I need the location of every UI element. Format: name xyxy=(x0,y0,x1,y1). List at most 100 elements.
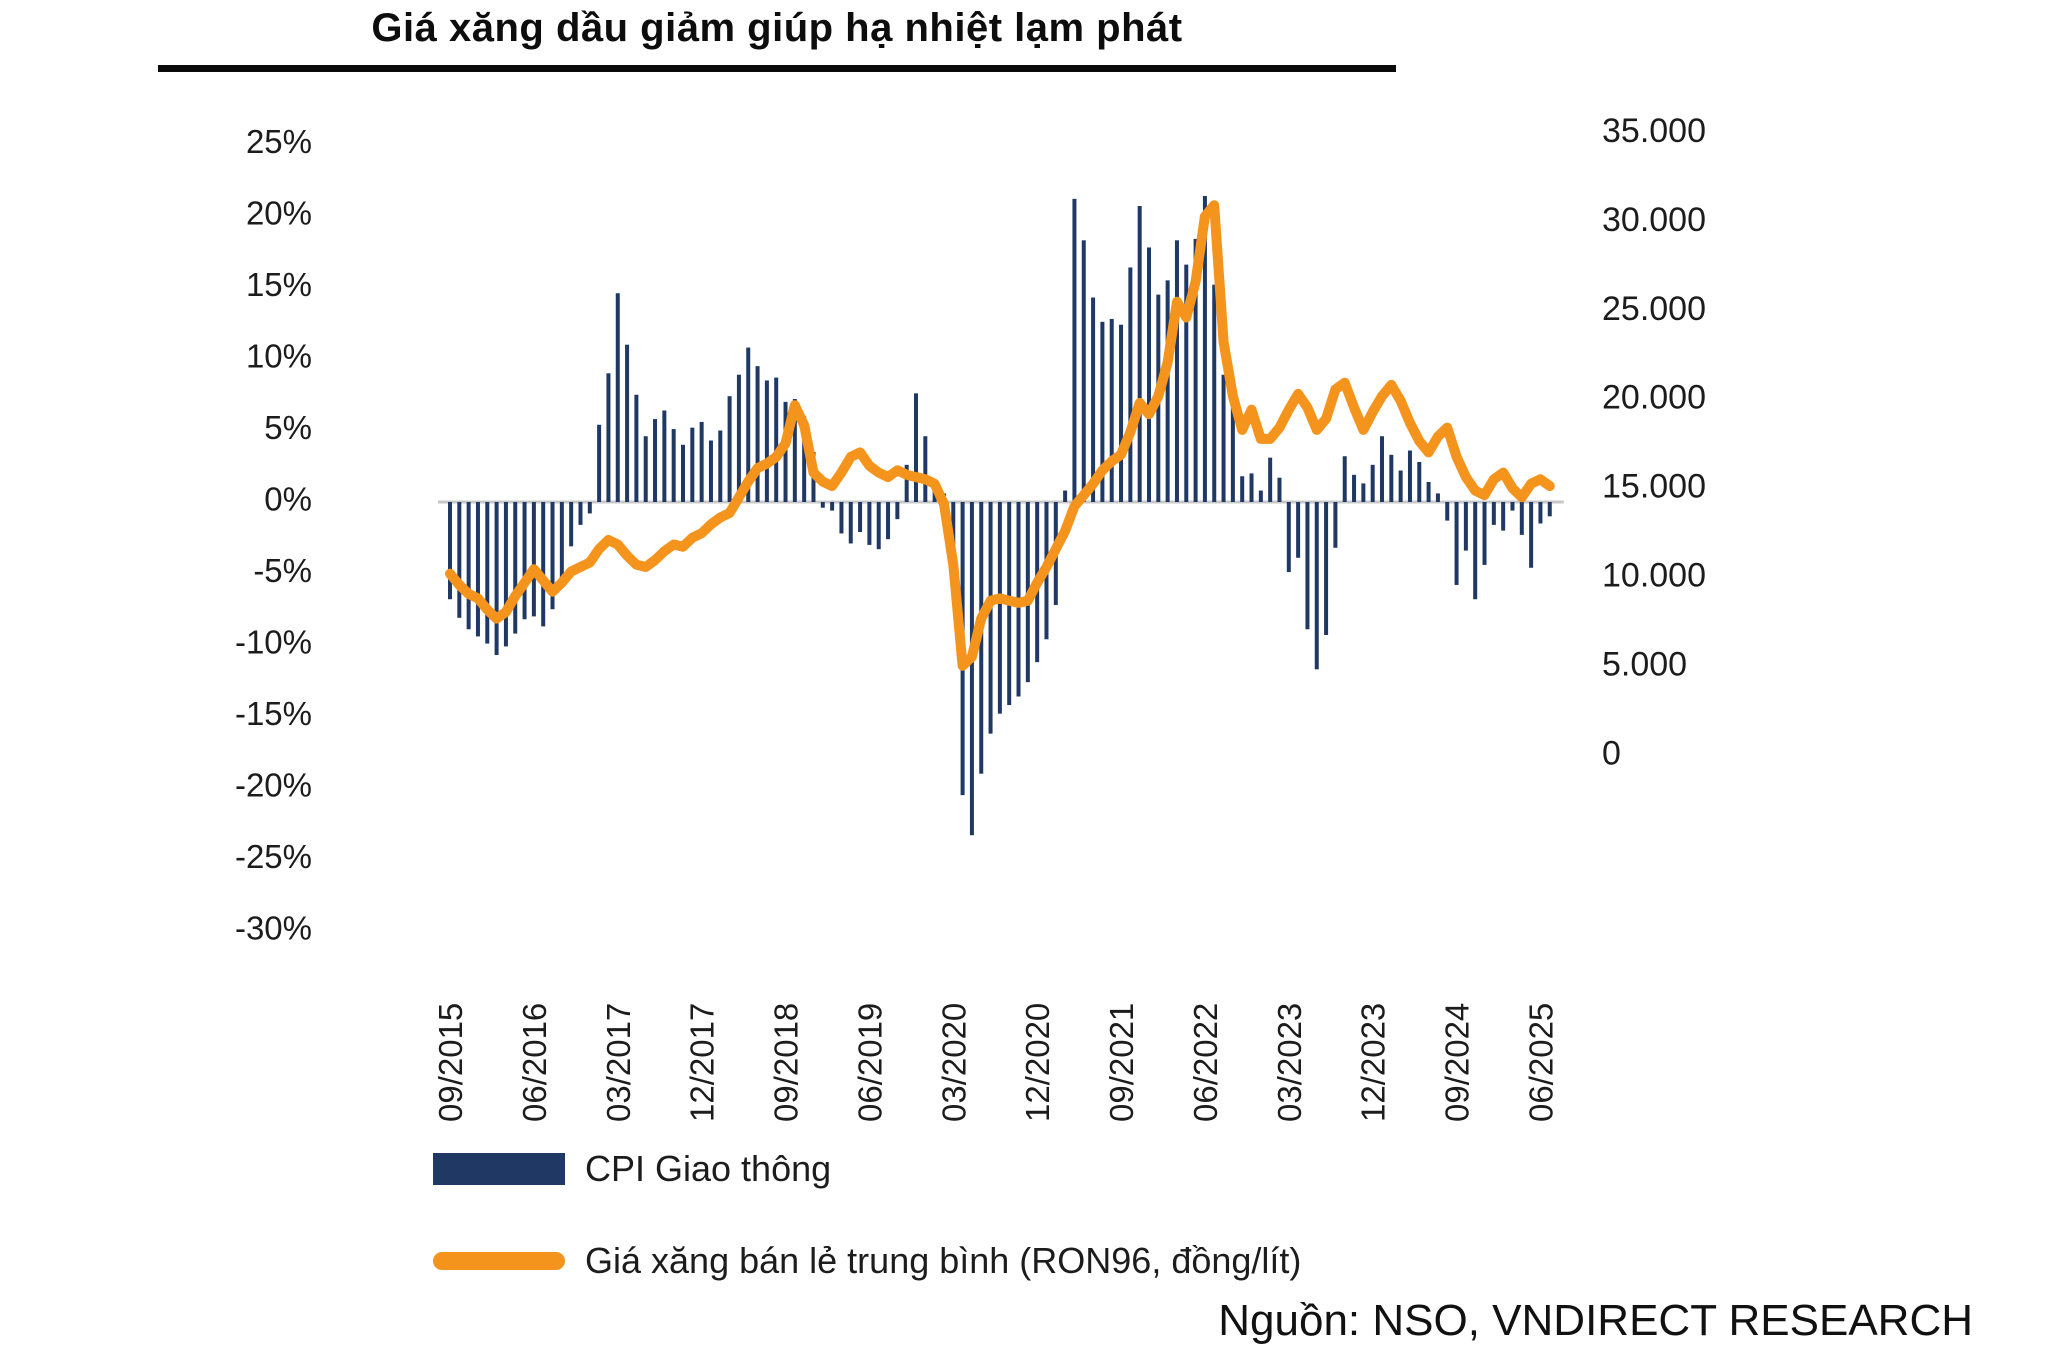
cpi-bar xyxy=(914,393,918,502)
cpi-bar xyxy=(681,444,685,502)
cpi-bar xyxy=(643,436,648,502)
cpi-bar xyxy=(531,502,536,617)
cpi-bar xyxy=(1380,436,1384,502)
cpi-bar xyxy=(587,502,592,514)
cpi-bar xyxy=(1529,502,1534,568)
cpi-bar xyxy=(1147,247,1151,502)
cpi-bar xyxy=(1370,464,1375,502)
left-axis-tick: 10% xyxy=(246,338,312,375)
cpi-bar xyxy=(1454,502,1459,585)
cpi-bar xyxy=(522,502,527,620)
cpi-bar xyxy=(1538,502,1543,524)
left-axis-tick: -20% xyxy=(235,767,312,804)
x-axis-tick: 12/2023 xyxy=(1355,1003,1392,1122)
cpi-bar xyxy=(559,502,564,588)
cpi-bar xyxy=(746,347,751,502)
left-axis-tick: 5% xyxy=(264,409,312,446)
cpi-bar xyxy=(1100,321,1105,502)
cpi-bar xyxy=(904,464,909,502)
cpi-bar xyxy=(1510,502,1515,511)
cpi-bar xyxy=(653,419,658,502)
cpi-bar xyxy=(1547,502,1552,517)
left-axis-tick: -30% xyxy=(235,910,312,947)
cpi-bar xyxy=(1389,454,1394,502)
cpi-bar xyxy=(1221,374,1226,502)
cpi-bar xyxy=(1417,461,1422,502)
cpi-bar xyxy=(1249,473,1254,502)
cpi-bar xyxy=(513,502,518,634)
x-axis-tick: 09/2015 xyxy=(432,1003,469,1122)
cpi-bar xyxy=(541,502,546,627)
x-axis-tick: 03/2017 xyxy=(600,1003,637,1122)
right-axis-tick: 0 xyxy=(1602,734,1621,772)
cpi-bar xyxy=(671,429,676,502)
cpi-bar xyxy=(792,399,797,502)
cpi-bar xyxy=(1174,240,1179,502)
cpi-bar xyxy=(1184,264,1189,502)
legend-item-gas-price: Giá xăng bán lẻ trung bình (RON96, đồng/… xyxy=(433,1240,1301,1282)
cpi-bar xyxy=(802,416,807,502)
cpi-bar xyxy=(1473,502,1478,600)
x-axis-tick: 06/2022 xyxy=(1187,1003,1224,1122)
right-axis-tick: 15.000 xyxy=(1602,468,1706,506)
x-axis-tick: 09/2021 xyxy=(1103,1003,1140,1122)
legend-item-cpi: CPI Giao thông xyxy=(433,1148,831,1190)
cpi-bar xyxy=(876,502,881,550)
cpi-bar xyxy=(690,427,695,502)
cpi-bar xyxy=(1361,483,1366,502)
cpi-bar xyxy=(1435,493,1440,502)
left-axis-tick: -25% xyxy=(235,838,312,875)
cpi-bar xyxy=(1501,502,1506,531)
cpi-bar xyxy=(718,430,723,502)
cpi-bar xyxy=(1286,502,1291,573)
cpi-bar xyxy=(923,436,928,502)
x-axis-tick: 06/2025 xyxy=(1522,1003,1559,1122)
cpi-bar xyxy=(1426,481,1431,502)
x-axis-tick: 03/2020 xyxy=(935,1003,972,1122)
cpi-bar xyxy=(1445,502,1450,521)
cpi-bar xyxy=(1314,502,1319,670)
cpi-bar xyxy=(503,502,508,647)
left-axis-tick: -5% xyxy=(253,552,312,589)
x-axis-tick: 06/2019 xyxy=(851,1003,888,1122)
left-axis-tick: 0% xyxy=(264,481,312,518)
page-title: Giá xăng dầu giảm giúp hạ nhiệt lạm phát xyxy=(158,6,1396,72)
cpi-bar xyxy=(774,377,779,502)
x-axis-tick: 06/2016 xyxy=(516,1003,553,1122)
left-axis-tick: 20% xyxy=(246,195,312,232)
cpi-bar xyxy=(764,380,769,502)
cpi-bar xyxy=(494,502,499,656)
cpi-bar xyxy=(1324,502,1329,635)
cpi-bar xyxy=(988,502,993,734)
cpi-bar xyxy=(634,394,639,502)
cpi-bar xyxy=(597,424,602,502)
cpi-bar xyxy=(997,502,1002,714)
cpi-bar xyxy=(569,502,574,547)
cpi-bar xyxy=(830,502,835,511)
right-axis-tick: 20.000 xyxy=(1602,379,1706,417)
x-axis-tick: 12/2017 xyxy=(684,1003,721,1122)
cpi-bar xyxy=(1091,297,1096,502)
cpi-bar xyxy=(1119,324,1124,502)
x-axis-tick: 09/2018 xyxy=(768,1003,805,1122)
cpi-bar xyxy=(1258,490,1263,502)
cpi-bar xyxy=(1081,240,1086,502)
cpi-bar xyxy=(1165,280,1170,502)
right-axis-tick: 5.000 xyxy=(1602,645,1687,683)
cpi-bar xyxy=(466,502,471,630)
legend-label-cpi: CPI Giao thông xyxy=(585,1148,832,1189)
cpi-bar xyxy=(839,502,844,534)
cpi-bar xyxy=(1342,456,1347,502)
cpi-bar-swatch-icon xyxy=(433,1153,565,1185)
left-axis-tick: -10% xyxy=(235,624,312,661)
cpi-bar xyxy=(1277,477,1282,502)
left-axis-tick: -15% xyxy=(235,695,312,732)
cpi-bar xyxy=(1491,502,1496,525)
cpi-bar xyxy=(1230,406,1235,502)
cpi-bar xyxy=(606,373,611,502)
gas-price-line-swatch-icon xyxy=(433,1252,565,1270)
x-axis-tick: 12/2020 xyxy=(1019,1003,1056,1122)
cpi-bar xyxy=(848,502,853,544)
x-axis-tick: 09/2024 xyxy=(1439,1003,1476,1122)
